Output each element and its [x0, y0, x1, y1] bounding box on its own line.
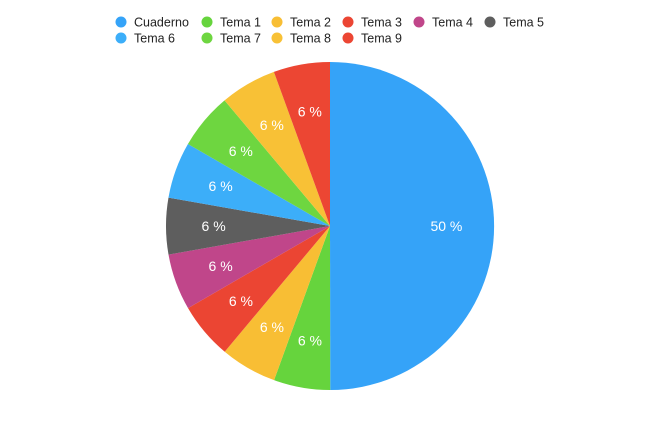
legend-item-tema-5: Tema 5	[484, 16, 544, 30]
chart-legend: Cuaderno Tema 1 Tema 2 Tema 3 Tema 4 Tema 5 Te…	[115, 16, 544, 46]
slice-label-tema-2: 6 %	[260, 319, 284, 335]
legend-swatch	[115, 32, 127, 44]
legend-swatch	[342, 16, 354, 28]
legend-item-tema-2: Tema 2	[271, 16, 331, 30]
legend-item-tema-6: Tema 6	[115, 32, 175, 46]
legend-label: Tema 7	[220, 32, 261, 46]
pie-slice-tema-9	[273, 62, 330, 226]
slice-label-tema-8: 6 %	[260, 117, 284, 133]
legend-swatch	[201, 32, 213, 44]
legend-swatch	[115, 16, 127, 28]
slice-label-tema-3: 6 %	[229, 293, 253, 309]
legend-item-tema-3: Tema 3	[342, 16, 402, 30]
legend-item-tema-9: Tema 9	[342, 32, 402, 46]
pie-slice-tema-3	[188, 226, 330, 352]
legend-swatch	[201, 16, 213, 28]
slice-label-cuaderno: 50 %	[430, 218, 462, 234]
legend-item-tema-8: Tema 8	[271, 32, 331, 46]
legend-label: Tema 1	[220, 16, 261, 30]
legend-swatch	[342, 32, 354, 44]
pie-slices	[166, 61, 495, 391]
pie-slice-tema-8	[224, 71, 330, 227]
pie-slice-tema-5	[166, 197, 330, 255]
legend-swatch	[271, 32, 283, 44]
pie-slice-tema-2	[224, 226, 330, 381]
legend-swatch	[484, 16, 496, 28]
legend-label: Tema 9	[361, 32, 402, 46]
legend-label: Cuaderno	[134, 16, 189, 30]
pie-slice-labels: 50 % 6 % 6 % 6 % 6 % 6 % 6 % 6 % 6 % 6 %	[202, 103, 463, 348]
legend-label: Tema 4	[432, 16, 473, 30]
slice-label-tema-9: 6 %	[298, 103, 322, 119]
slice-label-tema-1: 6 %	[298, 333, 322, 349]
legend-label: Tema 8	[290, 32, 331, 46]
pie-slice-tema-6	[168, 144, 330, 226]
legend-item-tema-7: Tema 7	[201, 32, 261, 46]
legend-item-tema-4: Tema 4	[413, 16, 473, 30]
legend-label: Tema 3	[361, 16, 402, 30]
legend-item-cuaderno: Cuaderno	[115, 16, 189, 30]
slice-label-tema-4: 6 %	[209, 258, 233, 274]
legend-label: Tema 5	[503, 16, 544, 30]
pie-slice-tema-4	[168, 226, 330, 309]
slice-label-tema-5: 6 %	[202, 218, 226, 234]
legend-label: Tema 6	[134, 32, 175, 46]
slice-label-tema-6: 6 %	[209, 178, 233, 194]
legend-swatch	[413, 16, 425, 28]
slice-label-tema-7: 6 %	[229, 143, 253, 159]
legend-swatch	[271, 16, 283, 28]
pie-slice-tema-7	[187, 100, 330, 226]
pie-slice-cuaderno	[330, 61, 495, 390]
pie-slice-tema-1	[274, 226, 331, 391]
legend-item-tema-1: Tema 1	[201, 16, 261, 30]
legend-label: Tema 2	[290, 16, 331, 30]
